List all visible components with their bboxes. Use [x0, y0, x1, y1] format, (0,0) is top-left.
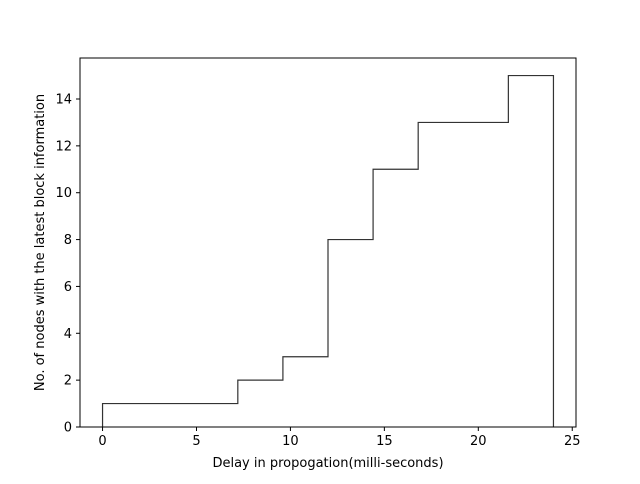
y-tick-label: 8 [64, 233, 72, 248]
x-tick-label: 5 [192, 434, 200, 449]
y-tick-label: 6 [64, 280, 72, 295]
y-tick-label: 4 [64, 327, 72, 342]
x-axis-label: Delay in propogation(milli-seconds) [212, 456, 443, 471]
y-axis: 0 2 4 6 8 10 12 14 [55, 93, 80, 436]
y-tick-label: 2 [64, 374, 72, 389]
y-tick-label: 12 [55, 139, 72, 154]
x-axis: 0 5 10 15 20 25 [98, 427, 581, 449]
plot-area [101, 74, 555, 427]
axes-frame [79, 57, 577, 428]
x-tick-label: 10 [282, 434, 299, 449]
x-tick-label: 15 [376, 434, 393, 449]
y-tick-label: 10 [55, 186, 72, 201]
y-axis-label: No. of nodes with the latest block infor… [33, 94, 48, 391]
x-tick-label: 0 [98, 434, 106, 449]
y-tick-label: 14 [55, 93, 72, 108]
x-tick-label: 20 [470, 434, 487, 449]
y-tick-label: 0 [64, 421, 72, 436]
step-series-line [101, 74, 555, 427]
x-tick-label: 25 [564, 434, 581, 449]
